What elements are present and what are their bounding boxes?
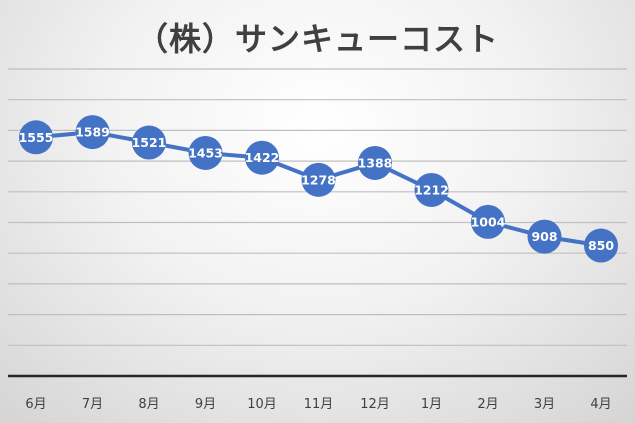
data-label: 1521 xyxy=(132,135,167,150)
data-label: 850 xyxy=(588,238,614,253)
x-tick-label: 3月 xyxy=(534,397,555,412)
x-tick-label: 12月 xyxy=(360,397,390,412)
data-point xyxy=(301,162,336,197)
data-point xyxy=(471,204,505,239)
gridlines xyxy=(8,68,627,346)
data-markers: 1555 1589 1521 1453 1422 1278 1388 1212 1004 908 8… xyxy=(19,115,618,263)
x-tick-label: 9月 xyxy=(195,397,216,412)
data-point xyxy=(19,120,53,155)
x-axis: 6月 7月 8月 9月 10月 11月 12月 1月 2月 3月 4月 xyxy=(8,374,627,412)
data-label: 1388 xyxy=(358,155,393,170)
x-tick-label: 2月 xyxy=(477,397,498,412)
x-tick-label: 8月 xyxy=(138,397,159,412)
x-tick-label: 1月 xyxy=(421,397,442,412)
data-label: 1453 xyxy=(188,145,223,160)
data-point xyxy=(358,145,392,180)
data-point xyxy=(75,115,110,150)
data-point xyxy=(584,228,618,263)
x-tick-label: 11月 xyxy=(304,397,334,412)
x-tick-label: 6月 xyxy=(25,397,46,412)
x-tick-label: 10月 xyxy=(247,397,277,412)
data-label: 1422 xyxy=(245,150,280,165)
data-point xyxy=(527,219,562,254)
x-tick-label: 7月 xyxy=(82,397,103,412)
x-tick-label: 4月 xyxy=(590,397,611,412)
data-point xyxy=(245,140,279,175)
data-point xyxy=(132,125,166,160)
data-label: 1589 xyxy=(75,125,110,140)
data-label: 1212 xyxy=(414,182,449,197)
data-label: 1555 xyxy=(19,130,54,145)
data-label: 1278 xyxy=(301,172,336,187)
chart-title: （株）サンキューコスト xyxy=(135,20,499,58)
data-point xyxy=(188,135,223,170)
data-label: 908 xyxy=(531,229,557,244)
data-label: 1004 xyxy=(471,214,506,229)
data-point xyxy=(414,172,449,207)
